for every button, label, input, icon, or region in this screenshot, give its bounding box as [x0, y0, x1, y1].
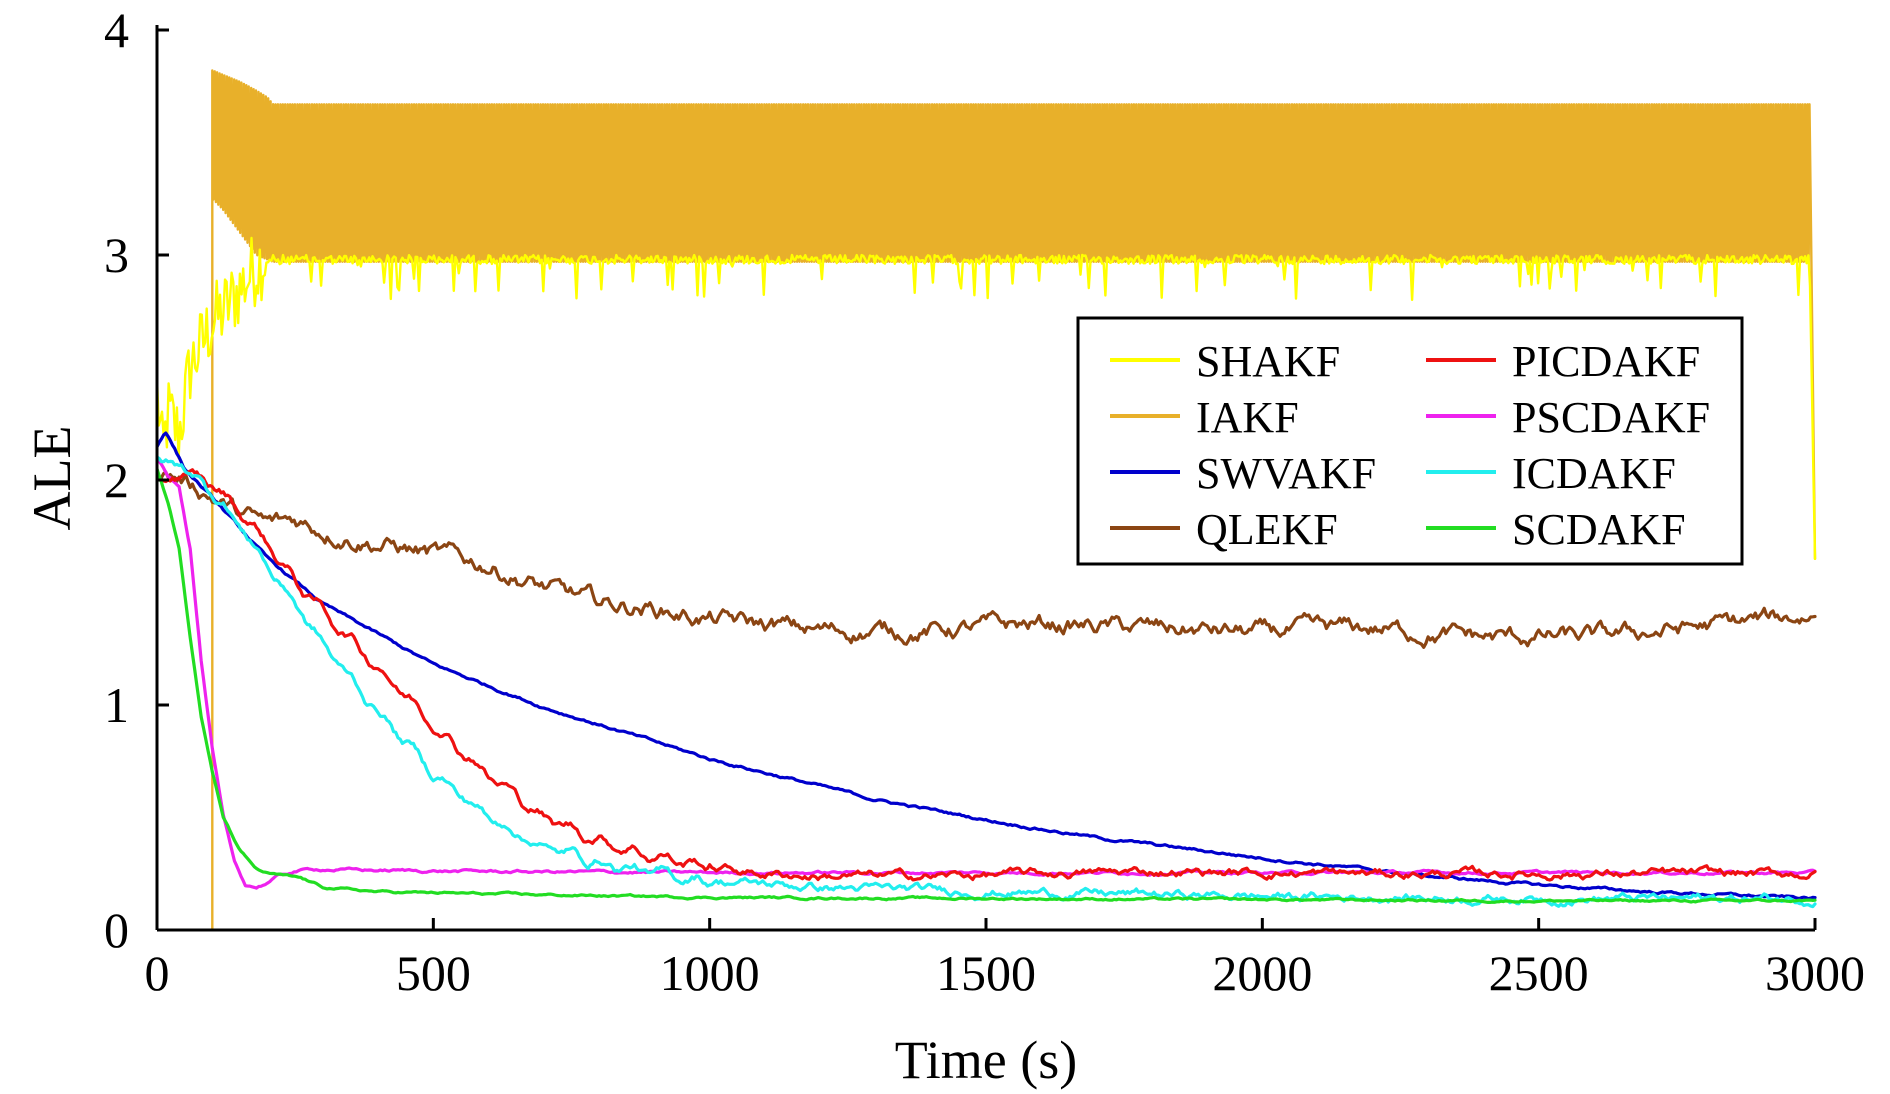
- legend-label: ICDAKF: [1512, 449, 1676, 498]
- series-swvakf: [157, 431, 1817, 901]
- legend-label: IAKF: [1196, 393, 1299, 442]
- x-tick-label: 2000: [1212, 945, 1312, 1001]
- y-tick-label: 4: [104, 2, 129, 58]
- series-line-scdakf: [157, 467, 1817, 905]
- y-tick-label: 2: [104, 452, 129, 508]
- x-tick-label: 500: [396, 945, 471, 1001]
- series-picdakf: [157, 468, 1817, 882]
- y-ticks: 0 1 2 3 4: [104, 2, 169, 958]
- legend-label: PICDAKF: [1512, 337, 1700, 386]
- series-line-qlekf: [157, 470, 1817, 649]
- legend-label: SHAKF: [1196, 337, 1340, 386]
- x-tick-label: 3000: [1765, 945, 1865, 1001]
- x-tick-label: 0: [145, 945, 170, 1001]
- x-tick-label: 2500: [1489, 945, 1589, 1001]
- y-tick-label: 3: [104, 227, 129, 283]
- y-tick-label: 1: [104, 677, 129, 733]
- legend: SHAKF IAKF SWVAKF QLEKF PICDAKF PSCDAKF ICDAKF…: [1076, 316, 1744, 566]
- legend-entry-shakf: SHAKF: [1110, 337, 1340, 386]
- legend-entry-picdakf: PICDAKF: [1426, 337, 1700, 386]
- x-tick-label: 1500: [936, 945, 1036, 1001]
- legend-entry-icdakf: ICDAKF: [1426, 449, 1676, 498]
- legend-label: SCDAKF: [1512, 505, 1686, 554]
- legend-label: PSCDAKF: [1512, 393, 1710, 442]
- legend-label: QLEKF: [1196, 505, 1338, 554]
- series-line-shakf: [157, 236, 1817, 560]
- legend-entry-iakf: IAKF: [1110, 393, 1299, 442]
- legend-entry-pscdakf: PSCDAKF: [1426, 393, 1710, 442]
- legend-entries: SHAKF IAKF SWVAKF QLEKF PICDAKF PSCDAKF ICDAKF…: [1110, 337, 1710, 554]
- series-layer: [157, 69, 1817, 932]
- series-shakf: [157, 236, 1817, 560]
- legend-entry-qlekf: QLEKF: [1110, 505, 1338, 554]
- x-ticks: 0 500 1000 1500 2000 2500 3000: [145, 918, 1865, 1001]
- series-line-picdakf: [157, 468, 1817, 882]
- series-line-swvakf: [157, 431, 1817, 901]
- legend-entry-swvakf: SWVAKF: [1110, 449, 1376, 498]
- series-qlekf: [157, 470, 1817, 649]
- legend-box: [1076, 316, 1744, 566]
- x-axis-title: Time (s): [895, 1030, 1078, 1090]
- x-tick-label: 1000: [660, 945, 760, 1001]
- y-tick-label: 0: [104, 902, 129, 958]
- y-axis-title: ALE: [22, 426, 82, 531]
- legend-label: SWVAKF: [1196, 449, 1376, 498]
- series-scdakf: [157, 467, 1817, 905]
- legend-entry-scdakf: SCDAKF: [1426, 505, 1686, 554]
